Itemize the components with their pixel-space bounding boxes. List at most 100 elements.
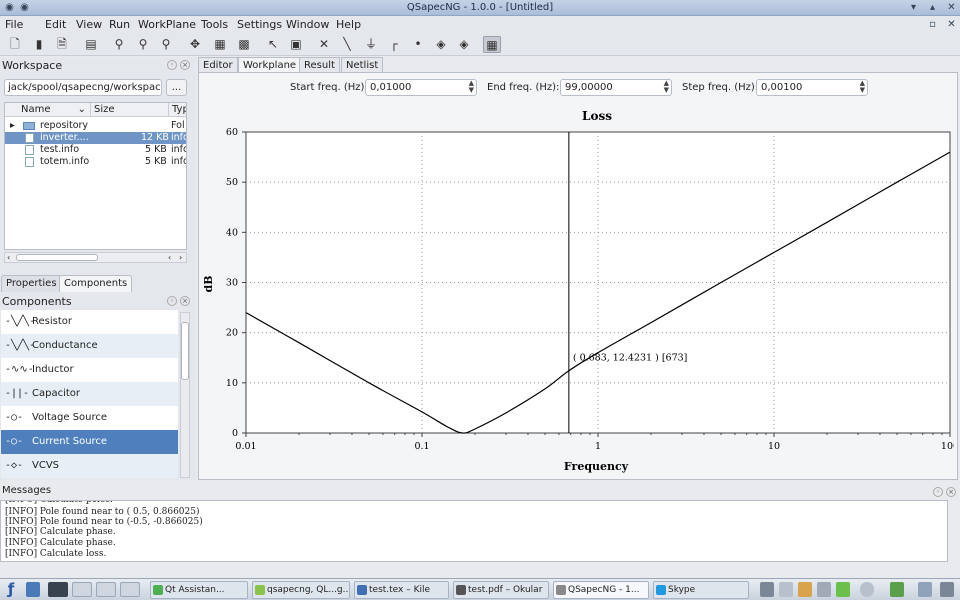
tab-editor[interactable]: Editor [198,57,238,73]
column-type[interactable]: Typ [169,103,186,117]
pager-desktop-3[interactable] [96,582,116,597]
end-freq-spinbox[interactable]: 99,00000 ▲ ▼ [560,79,672,96]
messages-log[interactable]: [INFO] Calculate poles. [INFO] Pole foun… [0,500,948,562]
tab-netlist[interactable]: Netlist [341,57,384,73]
close-panel-icon[interactable]: × [946,487,956,497]
menu-settings[interactable]: Settings [237,18,283,31]
float-icon[interactable]: ◦ [167,296,177,306]
scroll-thumb[interactable] [16,254,98,261]
file-row[interactable]: inverter.... 12 KB info [5,132,186,144]
kde-launcher-icon[interactable]: ƒ [7,580,15,598]
trash-icon[interactable] [940,582,954,597]
pin-icon[interactable]: ◉ [20,2,29,13]
task-qsapecng[interactable]: QSapecNG - 1... [553,581,649,599]
wire-corner-icon[interactable]: ┌ [390,37,398,51]
float-icon[interactable]: ◦ [167,60,177,70]
devices-icon[interactable] [817,582,831,597]
task-qt-assistant[interactable]: Qt Assistan... [150,581,248,599]
mdi-close-icon[interactable]: ✕ [947,19,956,30]
menu-run[interactable]: Run [109,18,131,31]
component-inductor[interactable]: -∿∿- Inductor [5,364,74,375]
save-file-icon[interactable]: 🗎 [57,37,67,51]
file-row[interactable]: totem.info 5 KB info [5,156,186,168]
workspace-path-input[interactable]: jack/spool/qsapecng/workspace [4,79,162,96]
port-icon[interactable]: ◈ [436,37,446,51]
node-icon[interactable]: • [414,37,422,51]
close-panel-icon[interactable]: × [180,60,190,70]
file-row[interactable]: test.info 5 KB info [5,144,186,156]
task-okular[interactable]: test.pdf – Okular [453,581,549,599]
export-icon[interactable]: ▩ [238,37,250,51]
zoom-fit-icon[interactable]: ⚲ [161,37,171,51]
clipboard-icon[interactable] [798,582,812,597]
messages-scrollbar[interactable] [950,500,959,562]
file-row[interactable]: ▸ repository Fol [10,120,185,131]
spin-arrows-icon[interactable]: ▲ ▼ [468,79,474,94]
new-file-icon[interactable]: 🗋 [10,37,20,51]
grid-toggle-icon[interactable]: ▦ [483,36,501,53]
battery-icon[interactable] [918,582,932,597]
tab-workplane[interactable]: Workplane [238,57,302,73]
info-icon[interactable] [860,582,874,597]
select-pointer-icon[interactable]: ↖ [267,37,279,51]
pager-desktop-1[interactable] [48,582,68,597]
component-vcvs[interactable]: -◇- VCVS [1,454,178,478]
menu-tools[interactable]: Tools [201,18,229,31]
component-conductance[interactable]: -╲╱╲- Conductance [1,334,178,358]
pager-desktop-2[interactable] [72,582,92,597]
zoom-in-icon[interactable]: ⚲ [114,37,124,51]
menu-file[interactable]: File [5,18,24,31]
scroll-left-icon[interactable]: ‹ [7,253,11,262]
open-folder-icon[interactable]: ▮ [35,37,43,51]
close-panel-icon[interactable]: × [180,296,190,306]
task-skype[interactable]: Skype [653,581,749,599]
maximize-button[interactable]: ▴ [929,2,936,13]
component-capacitor[interactable]: -||- Capacitor [1,382,178,406]
wire-cross-icon[interactable]: ✕ [318,37,330,51]
ground-icon[interactable]: ⏚ [364,37,377,51]
menu-window[interactable]: Window [286,18,330,31]
vertical-scrollbar[interactable] [180,312,190,478]
solve-icon[interactable]: ▤ [85,37,97,51]
tray-arrow-icon[interactable] [760,582,774,597]
tab-components[interactable]: Components [59,275,133,292]
float-icon[interactable]: ◦ [933,487,943,497]
task-qsapecng-ql[interactable]: qsapecng, QL...g.. [252,581,350,599]
menu-workplane[interactable]: WorkPlane [138,18,197,31]
component-current-source[interactable]: -○- Current Source [1,430,178,454]
minimize-button[interactable]: ▾ [910,2,917,13]
component-resistor[interactable]: -╲╱╲- Resistor [5,316,72,327]
expand-arrow-icon[interactable]: ▸ [10,120,15,131]
mdi-restore-icon[interactable]: ▫ [929,19,936,30]
loss-plot[interactable]: Loss 0 10 20 30 40 50 60 0.01 0.1 1 10 100 ( 0.683,… [204,104,954,474]
zoom-out-icon[interactable]: ⚲ [138,37,148,51]
column-name[interactable]: Name ⌄ [5,103,91,117]
window-menu-icon[interactable]: ◉ [5,2,14,13]
port-alt-icon[interactable]: ◈ [459,37,469,51]
tab-result[interactable]: Result [299,57,340,73]
updates-icon[interactable] [836,582,850,597]
task-kile[interactable]: test.tex – Kile [354,581,449,599]
column-size[interactable]: Size [91,103,169,117]
menu-help[interactable]: Help [336,18,362,31]
print-icon[interactable]: ▦ [214,37,226,51]
tab-properties[interactable]: Properties [1,275,62,292]
menu-view[interactable]: View [76,18,103,31]
volume-icon[interactable] [779,582,793,597]
menu-edit[interactable]: Edit [45,18,67,31]
scroll-left-icon[interactable]: ‹ [168,253,172,262]
step-freq-spinbox[interactable]: 0,00100 ▲ ▼ [756,79,868,96]
scroll-right-icon[interactable]: › [179,253,183,262]
desktop-icon[interactable] [26,582,40,597]
wire-diagonal-icon[interactable]: ╲ [343,37,351,51]
spin-arrows-icon[interactable]: ▲ ▼ [859,79,865,94]
move-icon[interactable]: ✥ [189,37,201,51]
network-icon[interactable] [890,582,904,597]
browse-button[interactable]: ... [166,79,187,96]
pager-desktop-4[interactable] [120,582,140,597]
properties-icon[interactable]: ▣ [290,37,302,51]
start-freq-spinbox[interactable]: 0,01000 ▲ ▼ [365,79,477,96]
close-button[interactable]: ✕ [947,2,956,13]
component-voltage-source[interactable]: -○- Voltage Source [5,412,108,423]
scroll-thumb[interactable] [181,322,189,380]
